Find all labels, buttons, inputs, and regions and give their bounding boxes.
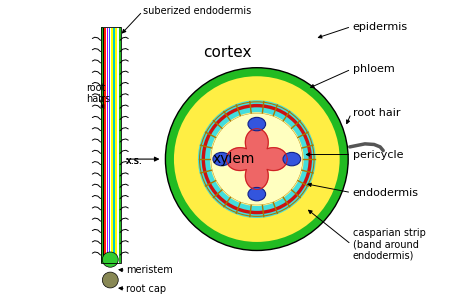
Text: epidermis: epidermis	[353, 22, 408, 32]
Circle shape	[201, 103, 313, 215]
Text: xylem: xylem	[213, 152, 255, 166]
Text: root cap: root cap	[126, 284, 166, 293]
Bar	[102, 28, 104, 261]
Ellipse shape	[248, 118, 265, 131]
Ellipse shape	[102, 272, 118, 288]
Ellipse shape	[283, 152, 301, 166]
Bar	[107, 28, 108, 261]
Bar	[115, 28, 117, 261]
Bar	[109, 28, 110, 261]
Bar	[100, 27, 121, 263]
Ellipse shape	[102, 252, 118, 267]
Circle shape	[211, 114, 302, 205]
Text: root
hairs: root hairs	[86, 83, 110, 104]
Polygon shape	[227, 129, 287, 189]
Text: pericycle: pericycle	[353, 150, 403, 159]
Ellipse shape	[213, 152, 231, 166]
Text: suberized endodermis: suberized endodermis	[143, 6, 251, 16]
Bar	[104, 28, 106, 261]
Circle shape	[165, 68, 348, 251]
Text: meristem: meristem	[126, 265, 173, 275]
Text: endodermis: endodermis	[353, 188, 419, 198]
Text: x.s.: x.s.	[126, 156, 143, 166]
Bar	[111, 28, 113, 261]
Text: phloem: phloem	[353, 64, 394, 74]
Text: cortex: cortex	[204, 45, 252, 60]
Bar	[100, 27, 103, 263]
Bar	[113, 28, 115, 261]
Bar	[119, 27, 121, 263]
Ellipse shape	[248, 187, 265, 201]
Text: x.s.: x.s.	[126, 156, 143, 166]
Text: casparian strip
(band around
endodermis): casparian strip (band around endodermis)	[353, 228, 426, 261]
Circle shape	[174, 76, 340, 242]
Text: root hair: root hair	[353, 108, 400, 118]
Bar	[101, 28, 119, 261]
